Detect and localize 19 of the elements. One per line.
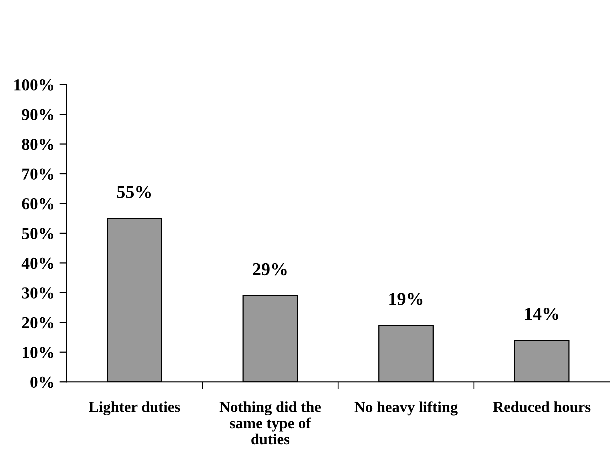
- data-label: 14%: [525, 308, 558, 320]
- y-tick-label: 80%: [22, 138, 54, 150]
- y-tick-label: 20%: [22, 317, 54, 329]
- y-tick-label: 70%: [22, 168, 54, 180]
- y-tick-label: 40%: [22, 258, 54, 270]
- y-tick-label: 100%: [14, 80, 54, 91]
- data-label: 19%: [390, 293, 423, 306]
- data-label: 29%: [253, 263, 287, 276]
- y-tick-label: 30%: [22, 288, 54, 299]
- x-tick-label: No heavy lifting: [354, 402, 458, 416]
- data-label: 55%: [117, 186, 152, 198]
- y-tick-label: 90%: [22, 109, 54, 121]
- x-tick-label: Nothing did the same type of duties: [220, 402, 322, 445]
- x-tick-label: Lighter duties: [89, 402, 180, 416]
- y-tick-label: 0%: [30, 376, 54, 388]
- y-tick-label: 50%: [22, 228, 54, 240]
- x-tick-label: Reduced hours: [493, 402, 591, 412]
- y-tick-label: 10%: [23, 347, 54, 358]
- y-tick-label: 60%: [22, 198, 54, 210]
